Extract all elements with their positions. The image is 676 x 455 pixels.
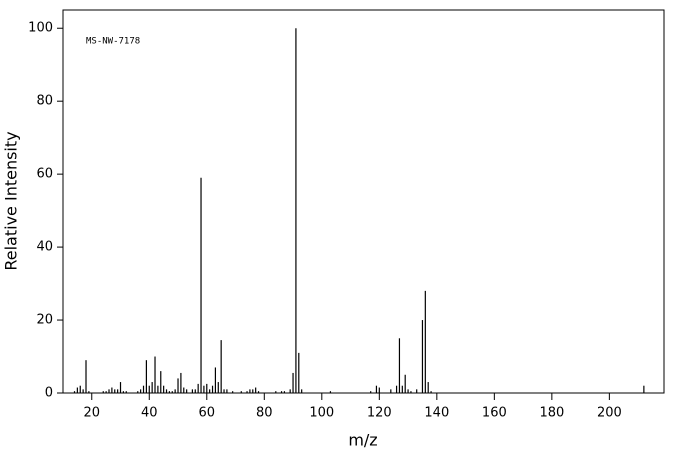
x-tick-label: 100 <box>309 406 334 421</box>
x-tick-label: 120 <box>367 406 392 421</box>
x-tick-label: 20 <box>83 406 100 421</box>
y-tick-label: 40 <box>36 240 53 255</box>
y-axis-label: Relative Intensity <box>2 131 21 270</box>
y-tick-label: 60 <box>36 167 53 182</box>
y-tick-label: 80 <box>36 94 53 109</box>
y-tick-label: 100 <box>28 21 53 36</box>
x-tick-label: 40 <box>141 406 158 421</box>
x-tick-label: 80 <box>256 406 273 421</box>
x-tick-label: 60 <box>199 406 216 421</box>
y-tick-label: 0 <box>45 386 53 401</box>
x-tick-label: 140 <box>424 406 449 421</box>
x-axis-label: m/z <box>348 431 377 450</box>
x-tick-label: 160 <box>482 406 507 421</box>
x-tick-label: 200 <box>597 406 622 421</box>
plot-frame <box>62 9 665 394</box>
x-tick-label: 180 <box>539 406 564 421</box>
y-tick-label: 20 <box>36 313 53 328</box>
annotation: MS-NW-7178 <box>86 37 140 47</box>
